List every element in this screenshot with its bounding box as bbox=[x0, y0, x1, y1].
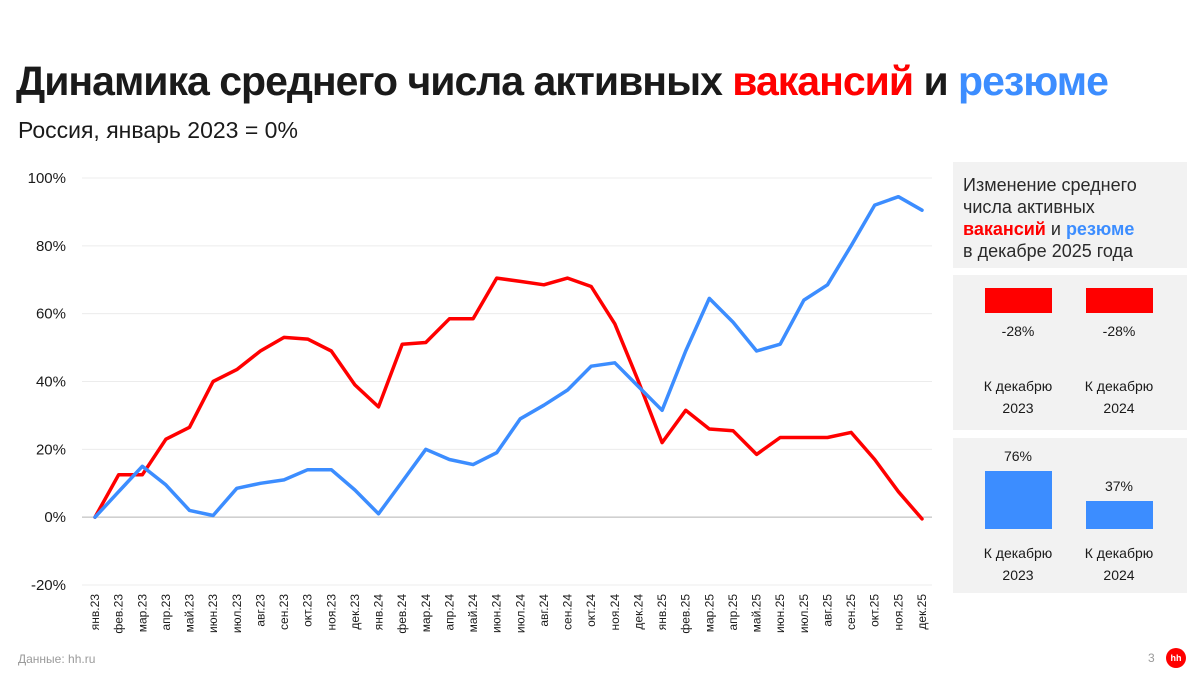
vacancies-cap-dec2024-line-2: 2024 bbox=[1103, 400, 1135, 416]
vacancies-bar-dec2023 bbox=[985, 288, 1052, 313]
resumes-cap-dec2023: К декабрю 2023 bbox=[963, 542, 1073, 586]
vacancies-cap-dec2023: К декабрю 2023 bbox=[963, 375, 1073, 419]
page-title: Динамика среднего числа активных ваканси… bbox=[16, 58, 1109, 105]
x-tick-label: июн.25 bbox=[773, 594, 787, 633]
page-number: 3 bbox=[1148, 651, 1155, 665]
x-tick-label: сен.24 bbox=[561, 594, 575, 630]
chart-series bbox=[93, 194, 924, 521]
x-tick-label: дек.24 bbox=[631, 594, 645, 630]
vacancies-cap-dec2023-line-2: 2023 bbox=[1002, 400, 1034, 416]
x-tick-label: авг.24 bbox=[537, 594, 551, 627]
resumes-bar-dec2023 bbox=[985, 471, 1052, 529]
y-tick-label: 20% bbox=[36, 441, 66, 458]
y-tick-label: 100% bbox=[28, 170, 66, 187]
y-tick-label: 0% bbox=[44, 509, 66, 526]
resumes-value-dec2023: 76% bbox=[1003, 448, 1033, 464]
y-axis: -20% 0% 20% 40% 60% 80% 100% bbox=[28, 170, 66, 594]
x-tick-label: дек.23 bbox=[348, 594, 362, 630]
x-tick-label: мар.25 bbox=[702, 594, 716, 633]
x-tick-label: мар.23 bbox=[135, 594, 149, 633]
title-word-vacancies: вакансий bbox=[732, 58, 914, 104]
side-caption-line-2: числа активных bbox=[963, 197, 1095, 217]
x-tick-label: май.24 bbox=[466, 594, 480, 633]
x-tick-label: янв.23 bbox=[88, 594, 102, 631]
x-tick-label: дек.25 bbox=[915, 594, 929, 630]
vacancies-line bbox=[93, 276, 924, 521]
resumes-bar-dec2024 bbox=[1086, 501, 1153, 529]
side-panel-header: Изменение среднего числа активных ваканс… bbox=[953, 162, 1187, 268]
resumes-cap-dec2024-line-2: 2024 bbox=[1103, 567, 1135, 583]
line-chart: -20% 0% 20% 40% 60% 80% 100% янв.23 фев.23 мар.2… bbox=[28, 170, 932, 634]
vacancies-cap-dec2024-line-1: К декабрю bbox=[1084, 378, 1154, 394]
x-tick-label: авг.25 bbox=[820, 594, 834, 627]
resumes-bar-panel: 76% 37% К декабрю 2023 К декабрю 2024 bbox=[953, 438, 1187, 593]
x-tick-label: янв.24 bbox=[372, 594, 386, 631]
x-tick-label: авг.23 bbox=[253, 594, 267, 627]
x-tick-label: мар.24 bbox=[419, 594, 433, 633]
x-tick-label: фев.23 bbox=[112, 594, 126, 634]
x-tick-label: июл.24 bbox=[513, 594, 527, 633]
x-tick-label: окт.25 bbox=[868, 594, 882, 627]
hh-logo: hh bbox=[1166, 648, 1186, 668]
x-tick-label: сен.23 bbox=[277, 594, 291, 630]
y-tick-label: 60% bbox=[36, 306, 66, 323]
title-word-resumes: резюме bbox=[958, 58, 1109, 104]
chart-gridlines bbox=[82, 177, 932, 586]
x-axis: янв.23 фев.23 мар.23 апр.23 май.23 июн.23 июл.… bbox=[88, 594, 929, 634]
x-tick-label: апр.24 bbox=[442, 594, 456, 631]
x-tick-label: июн.24 bbox=[490, 594, 504, 633]
x-tick-label: фев.25 bbox=[679, 594, 693, 634]
y-tick-label: 80% bbox=[36, 238, 66, 255]
title-part-1: Динамика среднего числа активных bbox=[16, 58, 733, 104]
side-caption-and: и bbox=[1045, 219, 1066, 239]
x-tick-label: июл.23 bbox=[230, 594, 244, 633]
x-tick-label: ноя.25 bbox=[891, 594, 905, 631]
x-tick-label: ноя.24 bbox=[608, 594, 622, 631]
resumes-value-dec2024: 37% bbox=[1104, 478, 1134, 494]
x-tick-label: окт.24 bbox=[584, 594, 598, 627]
vacancies-cap-dec2024: К декабрю 2024 bbox=[1064, 375, 1174, 419]
page-subtitle: Россия, январь 2023 = 0% bbox=[18, 117, 298, 143]
resumes-cap-dec2023-line-1: К декабрю bbox=[983, 545, 1053, 561]
side-caption-line-4: в декабре 2025 года bbox=[963, 241, 1134, 261]
x-tick-label: май.23 bbox=[183, 594, 197, 633]
resumes-cap-dec2024: К декабрю 2024 bbox=[1064, 542, 1174, 586]
side-caption-resumes: резюме bbox=[1065, 219, 1135, 239]
vacancies-value-dec2023: -28% bbox=[1001, 323, 1035, 339]
y-tick-label: 40% bbox=[36, 374, 66, 391]
side-caption-line-3: вакансий и резюме bbox=[963, 218, 1183, 240]
vacancies-cap-dec2023-line-1: К декабрю bbox=[983, 378, 1053, 394]
side-panel-caption: Изменение среднего числа активных ваканс… bbox=[963, 174, 1183, 262]
side-caption-line-1: Изменение среднего bbox=[963, 175, 1137, 195]
x-tick-label: фев.24 bbox=[395, 594, 409, 634]
side-caption-vacancies: вакансий bbox=[963, 219, 1046, 239]
x-tick-label: май.25 bbox=[750, 594, 764, 633]
resumes-cap-dec2024-line-1: К декабрю bbox=[1084, 545, 1154, 561]
x-tick-label: апр.23 bbox=[159, 594, 173, 631]
vacancies-bar-dec2024 bbox=[1086, 288, 1153, 313]
x-tick-label: июл.25 bbox=[797, 594, 811, 633]
resumes-line bbox=[93, 194, 924, 519]
vacancies-bar-panel: -28% -28% К декабрю 2023 К декабрю 2024 bbox=[953, 275, 1187, 430]
x-tick-label: окт.23 bbox=[301, 594, 315, 627]
x-tick-label: июн.23 bbox=[206, 594, 220, 633]
data-source-footer: Данные: hh.ru bbox=[18, 652, 96, 666]
title-part-3: и bbox=[913, 58, 959, 104]
x-tick-label: сен.25 bbox=[844, 594, 858, 630]
x-tick-label: янв.25 bbox=[655, 594, 669, 631]
y-tick-label: -20% bbox=[31, 577, 66, 594]
x-tick-label: ноя.23 bbox=[324, 594, 338, 631]
resumes-cap-dec2023-line-2: 2023 bbox=[1002, 567, 1034, 583]
vacancies-value-dec2024: -28% bbox=[1102, 323, 1136, 339]
x-tick-label: апр.25 bbox=[726, 594, 740, 631]
